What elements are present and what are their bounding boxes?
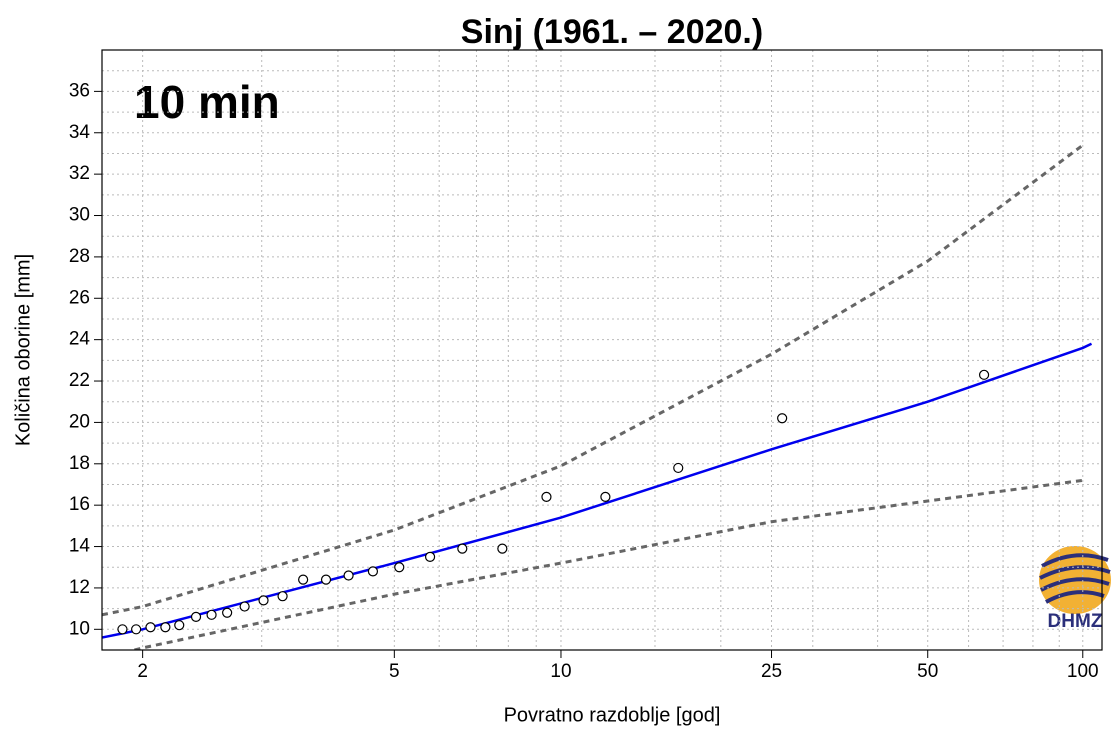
point <box>145 622 156 633</box>
y-tick-label: 10 <box>69 618 90 639</box>
point <box>777 413 788 424</box>
y-tick-label: 16 <box>69 494 90 515</box>
point <box>394 562 405 573</box>
point <box>600 491 611 502</box>
x-tick-label: 50 <box>917 661 938 682</box>
y-tick-label: 26 <box>69 287 90 308</box>
y-tick-label: 14 <box>69 536 91 557</box>
point <box>131 624 142 635</box>
plot-frame <box>101 49 1103 651</box>
x-tick-label: 100 <box>1067 661 1099 682</box>
point <box>298 574 309 585</box>
x-axis-label: Povratno razdoblje [god] <box>504 704 721 726</box>
point <box>343 570 354 581</box>
y-tick-label: 22 <box>69 370 90 391</box>
point <box>424 551 436 562</box>
point <box>497 543 508 554</box>
point <box>367 566 379 577</box>
point <box>258 595 269 606</box>
logo-text: DHMZ <box>1048 611 1103 632</box>
point <box>457 543 468 554</box>
y-tick-label: 30 <box>69 205 90 226</box>
y-tick-label: 36 <box>69 80 90 101</box>
y-tick-label: 20 <box>69 411 90 432</box>
point <box>160 622 171 633</box>
x-tick-label: 10 <box>550 661 571 682</box>
point <box>277 591 288 602</box>
fit-line <box>102 342 1093 639</box>
point <box>190 611 202 622</box>
point <box>673 462 684 474</box>
point <box>222 607 233 618</box>
x-tick-label: 2 <box>137 661 148 682</box>
y-tick-label: 34 <box>69 122 91 143</box>
confidence-line <box>134 478 1083 650</box>
x-tick-label: 25 <box>761 661 782 682</box>
y-tick-label: 12 <box>69 577 90 598</box>
point <box>541 491 552 502</box>
chart-title: Sinj (1961. – 2020.) <box>461 13 763 51</box>
plot-area <box>102 50 1102 651</box>
confidence-line <box>102 143 1084 617</box>
point <box>320 574 332 585</box>
y-axis-label: Količina oborine [mm] <box>12 254 34 446</box>
y-tick-label: 32 <box>69 163 90 184</box>
point <box>206 609 217 620</box>
logo: DHMZ <box>1039 546 1111 632</box>
y-tick-label: 24 <box>69 329 91 350</box>
y-tick-label: 28 <box>69 246 90 267</box>
x-tick-label: 5 <box>389 661 400 682</box>
annotation: 10 min <box>134 76 280 128</box>
point <box>117 624 128 635</box>
point <box>174 620 185 631</box>
y-tick-label: 18 <box>69 453 90 474</box>
point <box>978 369 990 380</box>
point <box>239 601 250 612</box>
